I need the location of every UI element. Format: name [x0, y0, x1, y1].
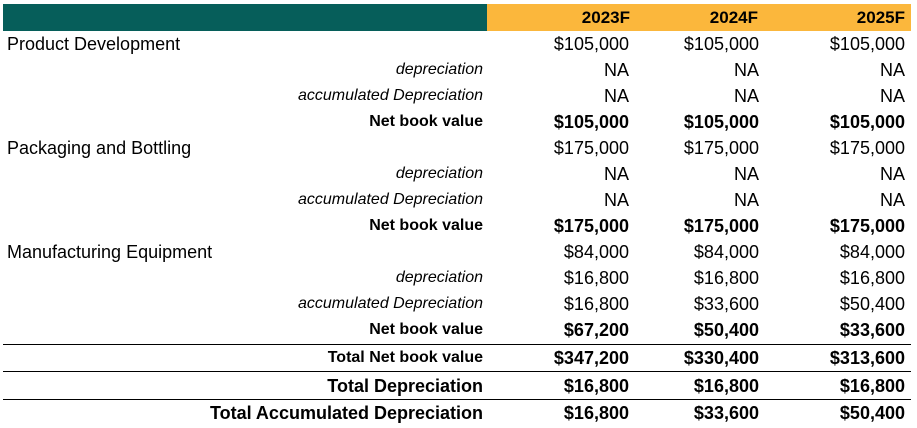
- cell-2025: NA: [879, 86, 905, 106]
- cell-2025: $16,800: [839, 268, 905, 288]
- row-label: depreciation: [395, 269, 483, 286]
- row-label: Total Net book value: [327, 349, 483, 366]
- cell-2025: $313,600: [829, 348, 905, 368]
- row-label: Net book value: [369, 113, 483, 130]
- asset-cost-row: Product Development $105,000 $105,000 $1…: [3, 31, 911, 57]
- cell-2023: $105,000: [553, 112, 629, 132]
- depreciation-row: depreciation NA NA NA: [3, 57, 911, 83]
- header-year-2024: 2024F: [636, 4, 765, 31]
- cell-2024: $175,000: [683, 138, 759, 158]
- asset-name: Product Development: [7, 34, 181, 54]
- row-label: Net book value: [369, 321, 483, 338]
- header-year-2023: 2023F: [487, 4, 636, 31]
- cell-2023: $16,800: [563, 268, 629, 288]
- net-book-value-row: Net book value $175,000 $175,000 $175,00…: [3, 213, 911, 239]
- cell-2023: NA: [603, 164, 629, 184]
- cell-2024: $16,800: [693, 376, 759, 396]
- row-label: accumulated Depreciation: [298, 191, 483, 208]
- accumulated-row: accumulated Depreciation NA NA NA: [3, 187, 911, 213]
- cell-2024: $105,000: [683, 34, 759, 54]
- cell-2025: $33,600: [839, 320, 905, 340]
- cell-2025: $105,000: [829, 34, 905, 54]
- cell-2023: $84,000: [563, 242, 629, 262]
- row-label: depreciation: [395, 165, 483, 182]
- cell-2025: NA: [879, 60, 905, 80]
- divider: [3, 371, 911, 372]
- asset-cost-row: Manufacturing Equipment $84,000 $84,000 …: [3, 239, 911, 265]
- divider: [3, 399, 911, 400]
- row-label: Net book value: [369, 217, 483, 234]
- cell-2024: $330,400: [683, 348, 759, 368]
- cell-2023: NA: [603, 86, 629, 106]
- row-label: accumulated Depreciation: [298, 295, 483, 312]
- divider: [3, 344, 911, 345]
- cell-2025: $105,000: [829, 112, 905, 132]
- asset-name: Packaging and Bottling: [7, 138, 192, 158]
- cell-2024: NA: [733, 190, 759, 210]
- accumulated-row: accumulated Depreciation NA NA NA: [3, 83, 911, 109]
- cell-2023: $16,800: [563, 376, 629, 396]
- cell-2023: $105,000: [553, 34, 629, 54]
- cell-2025: NA: [879, 190, 905, 210]
- total-net-book-value-row: Total Net book value $347,200 $330,400 $…: [3, 345, 911, 371]
- cell-2023: $16,800: [563, 294, 629, 314]
- total-depreciation-row: Total Depreciation $16,800 $16,800 $16,8…: [3, 373, 911, 399]
- row-label: Total Depreciation: [327, 376, 483, 396]
- cell-2023: $175,000: [553, 138, 629, 158]
- cell-2024: NA: [733, 60, 759, 80]
- accumulated-row: accumulated Depreciation $16,800 $33,600…: [3, 291, 911, 317]
- cell-2024: $16,800: [693, 268, 759, 288]
- net-book-value-row: Net book value $105,000 $105,000 $105,00…: [3, 109, 911, 135]
- cell-2023: $175,000: [553, 216, 629, 236]
- cell-2024: NA: [733, 164, 759, 184]
- net-book-value-row: Net book value $67,200 $50,400 $33,600: [3, 317, 911, 343]
- cell-2023: $16,800: [563, 403, 629, 423]
- cell-2024: $33,600: [693, 294, 759, 314]
- row-label: Total Accumulated Depreciation: [209, 403, 483, 423]
- cell-2025: $84,000: [839, 242, 905, 262]
- cell-2025: NA: [879, 164, 905, 184]
- cell-2023: NA: [603, 190, 629, 210]
- asset-name: Manufacturing Equipment: [7, 242, 213, 262]
- cell-2023: $67,200: [563, 320, 629, 340]
- cell-2025: $175,000: [829, 138, 905, 158]
- row-label: accumulated Depreciation: [298, 87, 483, 104]
- cell-2025: $50,400: [839, 294, 905, 314]
- header-label-cell: [3, 4, 487, 31]
- depreciation-row: depreciation NA NA NA: [3, 161, 911, 187]
- cell-2023: NA: [603, 60, 629, 80]
- cell-2023: $347,200: [553, 348, 629, 368]
- cell-2024: $50,400: [693, 320, 759, 340]
- cell-2024: $84,000: [693, 242, 759, 262]
- total-accumulated-depreciation-row: Total Accumulated Depreciation $16,800 $…: [3, 400, 911, 426]
- asset-cost-row: Packaging and Bottling $175,000 $175,000…: [3, 135, 911, 161]
- cell-2025: $16,800: [839, 376, 905, 396]
- cell-2025: $50,400: [839, 403, 905, 423]
- row-label: depreciation: [395, 61, 483, 78]
- header-row: 2023F 2024F 2025F: [3, 4, 911, 31]
- cell-2024: $33,600: [693, 403, 759, 423]
- cell-2024: NA: [733, 86, 759, 106]
- cell-2024: $175,000: [683, 216, 759, 236]
- cell-2024: $105,000: [683, 112, 759, 132]
- depreciation-row: depreciation $16,800 $16,800 $16,800: [3, 265, 911, 291]
- cell-2025: $175,000: [829, 216, 905, 236]
- header-year-2025: 2025F: [765, 4, 911, 31]
